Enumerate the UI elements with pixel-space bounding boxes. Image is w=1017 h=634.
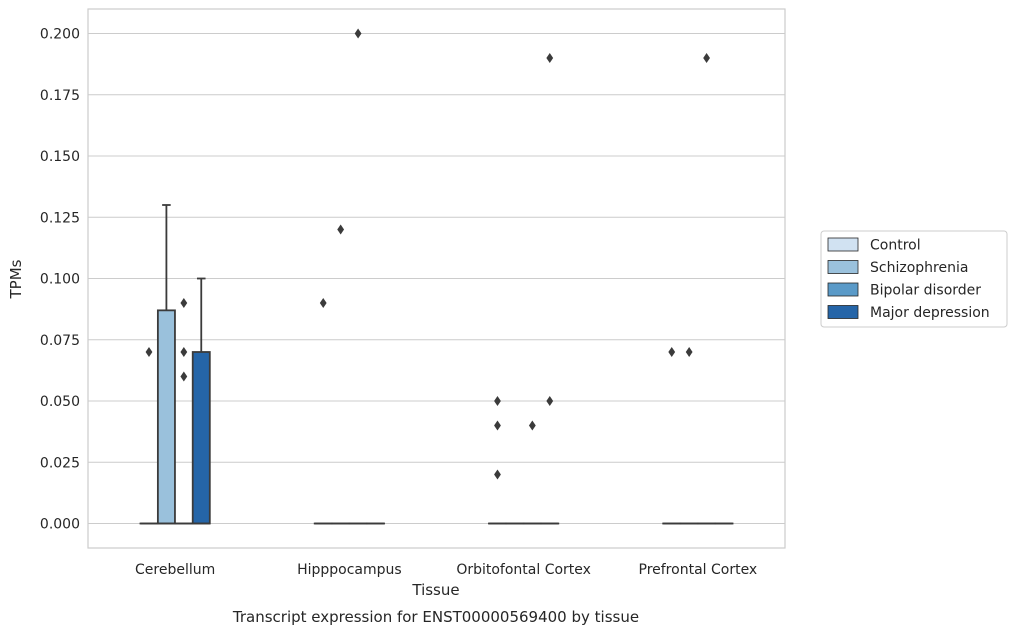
- legend-label: Major depression: [870, 305, 990, 321]
- x-tick-label: Prefrontal Cortex: [639, 562, 758, 578]
- outlier-point: [494, 469, 501, 480]
- outlier-point: [546, 396, 554, 406]
- outlier-point: [668, 347, 676, 357]
- legend-swatch: [827, 237, 859, 252]
- outlier-point: [180, 347, 188, 357]
- outlier-point: [528, 420, 536, 431]
- legend-label: Bipolar disorder: [870, 283, 981, 299]
- legend-swatch: [827, 260, 859, 274]
- y-tick-label: 0.150: [40, 149, 80, 165]
- legend-swatch: [827, 282, 859, 297]
- outlier-point: [319, 298, 327, 308]
- y-tick-label: 0.025: [40, 455, 80, 471]
- x-tick-label: Cerebellum: [135, 562, 215, 578]
- legend-swatch: [827, 305, 859, 319]
- box: [156, 309, 176, 525]
- y-tick-label: 0.000: [40, 517, 80, 533]
- legend: Control Schizophrenia Bipolar disorder Majo…: [820, 230, 1008, 328]
- outlier-point: [703, 53, 710, 63]
- legend-label: Control: [870, 238, 921, 254]
- y-tick-label: 0.100: [40, 272, 80, 288]
- y-tick-label: 0.075: [40, 333, 80, 349]
- plot-frame: [87, 8, 786, 549]
- y-axis-label: TPMs: [7, 259, 25, 299]
- x-tick-label: Hipppocampus: [297, 562, 402, 578]
- x-axis-label: Tissue: [411, 581, 459, 599]
- outlier-point: [685, 347, 693, 357]
- outlier-point: [337, 224, 345, 235]
- legend-frame: [820, 230, 1008, 328]
- y-axis-ticks: 0.000 0.025 0.050 0.075 0.100 0.125 0.150 0.175…: [40, 27, 80, 533]
- outlier-point: [354, 28, 362, 39]
- outliers: [145, 28, 710, 480]
- y-tick-label: 0.175: [40, 88, 80, 104]
- legend-label: Schizophrenia: [870, 260, 968, 276]
- x-axis-ticks: Cerebellum Hipppocampus Orbitofontal Corte…: [135, 562, 757, 578]
- y-tick-label: 0.125: [40, 210, 80, 226]
- boxes: [139, 204, 734, 525]
- x-tick-label: Orbitofontal Cortex: [456, 562, 591, 578]
- outlier-point: [180, 371, 188, 382]
- outlier-point: [180, 298, 188, 308]
- outlier-point: [494, 396, 501, 406]
- outlier-point: [494, 420, 501, 431]
- chart-caption: Transcript expression for ENST0000056940…: [232, 608, 639, 626]
- y-tick-label: 0.050: [40, 394, 80, 410]
- outlier-point: [546, 53, 554, 63]
- box: [191, 351, 211, 525]
- y-tick-label: 0.200: [40, 27, 80, 43]
- outlier-point: [145, 347, 153, 357]
